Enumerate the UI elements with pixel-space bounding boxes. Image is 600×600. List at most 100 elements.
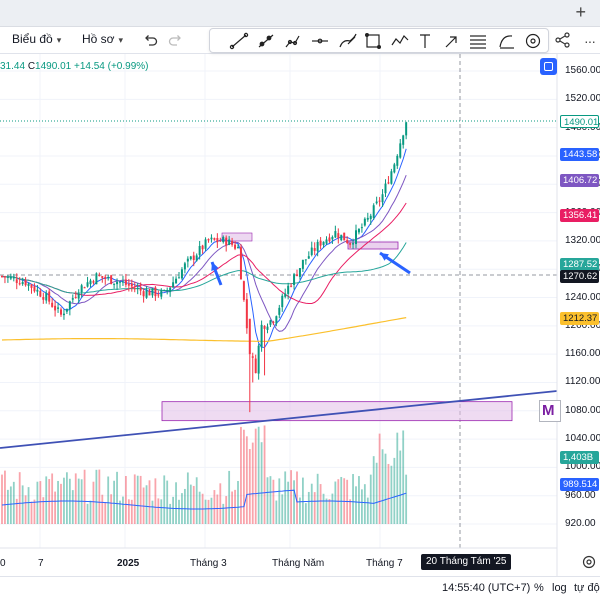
chart-menu-button[interactable]: Biểu đồ ▾ xyxy=(12,32,61,46)
candle-body xyxy=(263,325,266,329)
clock-label: 14:55:40 (UTC+7) xyxy=(442,582,531,594)
plus-icon[interactable]: + xyxy=(575,2,586,22)
volume-bar xyxy=(299,497,301,524)
volume-bar xyxy=(319,484,322,524)
volume-bar xyxy=(186,472,189,524)
chart-menu-label: Biểu đồ xyxy=(12,32,53,46)
volume-bar xyxy=(399,450,402,524)
candle-body xyxy=(313,248,316,251)
volume-bar xyxy=(33,499,36,524)
volume-bar xyxy=(172,496,174,524)
candle-body xyxy=(68,301,71,310)
candle-body xyxy=(113,283,116,285)
volume-bar xyxy=(393,457,396,524)
volume-bar xyxy=(57,480,59,524)
chart-layout-button[interactable] xyxy=(540,58,557,75)
volume-bar xyxy=(51,473,54,524)
candle-body xyxy=(231,240,234,245)
trend-line-icon[interactable] xyxy=(229,32,249,50)
time-tick-label: 7 xyxy=(38,558,44,569)
log-toggle[interactable]: log xyxy=(552,582,567,594)
candle-body xyxy=(1,276,3,278)
undo-icon[interactable] xyxy=(141,31,159,49)
candle-body xyxy=(154,287,157,297)
volume-bar xyxy=(304,503,307,524)
volume-bar xyxy=(204,499,207,524)
volume-bar xyxy=(54,491,56,524)
text-icon[interactable] xyxy=(420,34,430,48)
candle-body xyxy=(322,241,325,246)
gear-icon[interactable] xyxy=(582,555,596,569)
price-tick-label: 960.00 xyxy=(565,489,596,501)
candle-body xyxy=(237,247,239,249)
volume-bar xyxy=(340,476,343,524)
share-icon[interactable] xyxy=(554,31,572,49)
volume-bar xyxy=(248,449,251,524)
price-chart[interactable] xyxy=(0,54,600,576)
eye-icon[interactable] xyxy=(525,33,541,49)
small-zone-2 xyxy=(221,232,253,242)
redo-icon[interactable] xyxy=(167,31,185,49)
candle-body xyxy=(30,284,33,288)
rectangle-icon[interactable] xyxy=(365,32,382,50)
candle-body xyxy=(393,164,396,173)
price-tick-label: 920.00 xyxy=(565,518,596,529)
volume-bar xyxy=(254,428,257,524)
ray-icon[interactable] xyxy=(258,34,274,48)
candle-body xyxy=(301,259,304,269)
candle-body xyxy=(169,287,172,293)
candle-body xyxy=(325,239,328,244)
auto-scale-toggle[interactable]: tự độn xyxy=(574,582,600,594)
fib-retracement-icon[interactable] xyxy=(470,35,486,49)
volume-bar xyxy=(310,483,313,524)
profile-menu-button[interactable]: Hồ sơ ▾ xyxy=(82,32,123,46)
curve-icon[interactable] xyxy=(499,35,514,49)
chevron-down-icon: ▾ xyxy=(56,35,62,45)
volume-bar xyxy=(27,487,30,524)
volume-bar xyxy=(116,471,118,524)
candle-body xyxy=(260,324,263,348)
volume-bar xyxy=(95,469,98,524)
candle-body xyxy=(139,288,142,291)
brush-icon[interactable] xyxy=(339,33,357,48)
volume-bar xyxy=(263,425,266,524)
volume-bar xyxy=(251,442,254,524)
m-badge[interactable]: M xyxy=(539,400,561,422)
polyline-icon[interactable] xyxy=(391,35,409,46)
volume-bar xyxy=(269,476,272,524)
candle-body xyxy=(145,290,148,298)
price-tick-label: 1160.00 xyxy=(565,348,600,360)
candle-body xyxy=(186,258,189,262)
volume-bar xyxy=(369,474,372,524)
candle-body xyxy=(316,241,319,252)
candle-body xyxy=(148,290,151,296)
volume-bar xyxy=(328,499,331,524)
candle-body xyxy=(157,294,160,296)
volume-bar xyxy=(107,476,110,524)
volume-bar xyxy=(302,477,304,524)
volume-bar xyxy=(307,491,310,524)
percent-toggle[interactable]: % xyxy=(534,582,544,594)
candle-body xyxy=(337,233,340,238)
volume-bar xyxy=(45,476,48,524)
more-options-icon[interactable]: ··· xyxy=(584,33,596,49)
legend-close-value: 1490.01 xyxy=(35,61,72,72)
time-tick-label: Tháng 7 xyxy=(366,558,403,569)
volume-bar xyxy=(151,500,154,524)
annotation-arrow-1-head xyxy=(211,262,219,271)
volume-bar xyxy=(372,456,375,524)
candle-body xyxy=(24,279,27,286)
horizontal-line-icon[interactable] xyxy=(312,38,328,44)
annotation-arrow-2-head xyxy=(380,253,389,261)
volume-bar xyxy=(325,498,328,524)
candle-body xyxy=(239,247,242,280)
ma-200-line xyxy=(1,317,407,343)
path-icon[interactable] xyxy=(285,35,300,48)
volume-bar xyxy=(15,498,18,524)
candle-body xyxy=(27,283,30,286)
candle-body xyxy=(378,200,381,202)
price-tick-label: 1200.00 xyxy=(565,319,600,331)
arrow-icon[interactable] xyxy=(445,36,457,48)
candle-body xyxy=(201,245,204,250)
overlays xyxy=(0,251,558,449)
